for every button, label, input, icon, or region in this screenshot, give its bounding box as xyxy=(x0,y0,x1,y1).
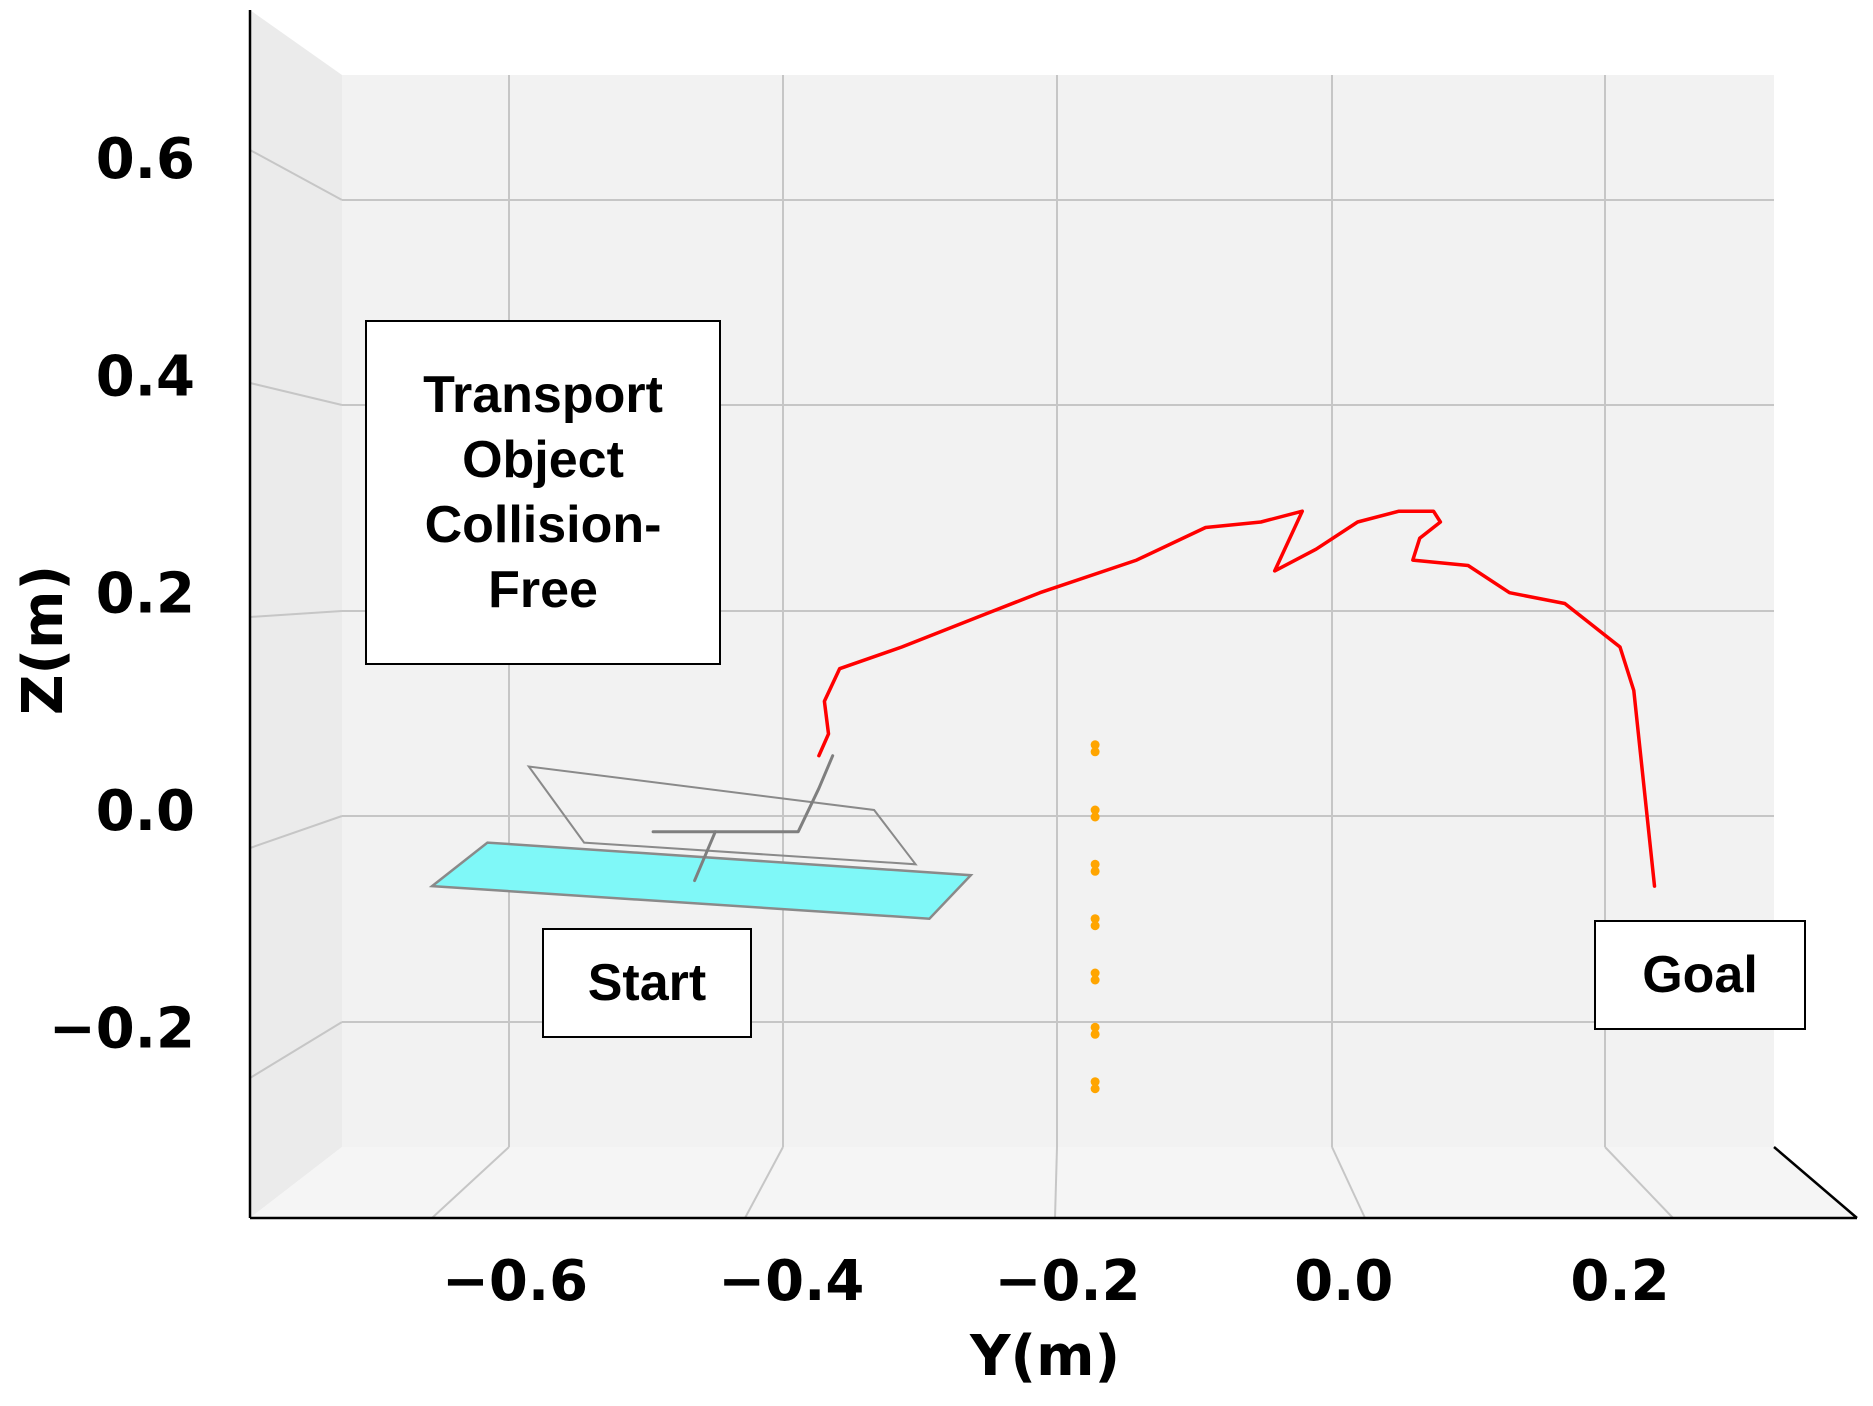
grid-line-side xyxy=(249,149,343,201)
x-tick-labels: −0.6 −0.4 −0.2 0.0 0.2 xyxy=(442,1249,1670,1314)
obstacle-point xyxy=(1090,921,1100,931)
obstacle-point xyxy=(1090,914,1100,924)
x-tick-label: 0.0 xyxy=(1294,1249,1393,1314)
y-tick-label: −0.2 xyxy=(49,996,195,1061)
x-tick-label: 0.2 xyxy=(1570,1249,1669,1314)
grid-line-side xyxy=(249,815,343,849)
y-tick-labels: −0.2 0.0 0.2 0.4 0.6 xyxy=(49,127,195,1061)
obstacle-point xyxy=(1090,812,1100,822)
grid-line-floor xyxy=(431,1146,510,1219)
y-tick-label: 0.6 xyxy=(96,127,195,192)
x-tick-label: −0.4 xyxy=(718,1249,864,1314)
grid-line-floor xyxy=(1331,1146,1366,1219)
grid-line-side xyxy=(249,382,343,406)
obstacle-point xyxy=(1090,805,1100,815)
obstacle-points xyxy=(1090,740,1100,1094)
obstacle-point xyxy=(1090,1084,1100,1094)
x-tick-label: −0.2 xyxy=(994,1249,1140,1314)
box-back-edges xyxy=(526,765,918,866)
y-tick-label: 0.2 xyxy=(96,562,195,627)
grid-line-side xyxy=(249,1021,343,1079)
obstacle-point xyxy=(1090,859,1100,869)
series-line-3 xyxy=(693,830,717,883)
obstacle-point xyxy=(1090,975,1100,985)
goal-annotation: Goal xyxy=(1594,920,1806,1030)
y-tick-label: 0.4 xyxy=(96,344,195,409)
trajectory-lines xyxy=(651,509,1657,888)
chart-axes xyxy=(248,10,1858,1220)
obstacle-point xyxy=(1090,740,1100,750)
grid-line-side xyxy=(249,610,343,618)
grid-line-floor xyxy=(1054,1146,1058,1219)
y-tick-label: 0.0 xyxy=(96,779,195,844)
start-annotation: Start xyxy=(542,928,752,1038)
series-line-1 xyxy=(817,509,1657,888)
obstacle-point xyxy=(1090,747,1100,757)
obstacle-point xyxy=(1090,1029,1100,1039)
grid-line-floor xyxy=(744,1146,784,1219)
box-front-face xyxy=(428,841,974,920)
obstacle-point xyxy=(1090,1022,1100,1032)
obstacle-point xyxy=(1090,968,1100,978)
series-line-2 xyxy=(651,754,835,834)
transport-object-box xyxy=(428,765,974,920)
x-tick-label: −0.6 xyxy=(442,1249,588,1314)
transport-object-annotation: Transport Object Collision-Free xyxy=(365,320,721,665)
obstacle-point xyxy=(1090,1077,1100,1087)
y-axis-label: Z(m) xyxy=(11,565,76,715)
floor-pane xyxy=(250,1147,1857,1218)
obstacle-point xyxy=(1090,866,1100,876)
grid-line-floor xyxy=(1604,1146,1674,1219)
depth-axis-line xyxy=(1773,1146,1858,1219)
x-axis-label: Y(m) xyxy=(969,1324,1120,1389)
